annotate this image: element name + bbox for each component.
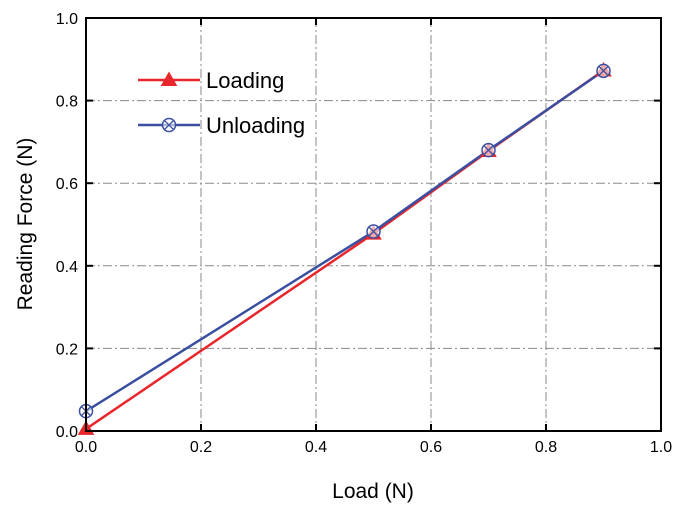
y-tick-label: 0.8 (56, 94, 78, 111)
series-layer (77, 61, 612, 435)
y-tick-label: 1.0 (56, 11, 78, 28)
x-tick-label: 0.0 (75, 439, 97, 456)
legend: Loading Unloading (138, 68, 305, 138)
y-tick-label: 0.4 (56, 259, 78, 276)
x-tick-label: 0.8 (535, 439, 557, 456)
y-tick-label: 0.0 (56, 424, 78, 441)
legend-label-unloading: Unloading (206, 113, 305, 138)
y-tick-label: 0.2 (56, 341, 78, 358)
data-point-unloading (481, 142, 496, 158)
data-point-unloading (366, 224, 381, 239)
y-tick-label: 0.6 (56, 176, 78, 193)
legend-label-loading: Loading (206, 68, 284, 93)
ticks-layer: 0.0 0.2 0.4 0.6 0.8 1.0 0.0 0.2 0.4 0.6 0.8 1.0 (56, 11, 672, 456)
data-point-unloading (596, 63, 611, 79)
grid-layer (86, 18, 661, 431)
legend-marker-loading (160, 71, 178, 86)
x-tick-label: 0.2 (190, 439, 212, 456)
x-tick-label: 1.0 (650, 439, 672, 456)
x-tick-label: 0.6 (420, 439, 442, 456)
y-axis-title: Reading Force (N) (14, 138, 37, 311)
plot-frame (85, 17, 662, 432)
x-axis-title: Load (N) (332, 480, 414, 503)
legend-marker-unloading (161, 117, 177, 133)
series-line-unloading (85, 69, 605, 413)
x-tick-label: 0.4 (305, 439, 327, 456)
